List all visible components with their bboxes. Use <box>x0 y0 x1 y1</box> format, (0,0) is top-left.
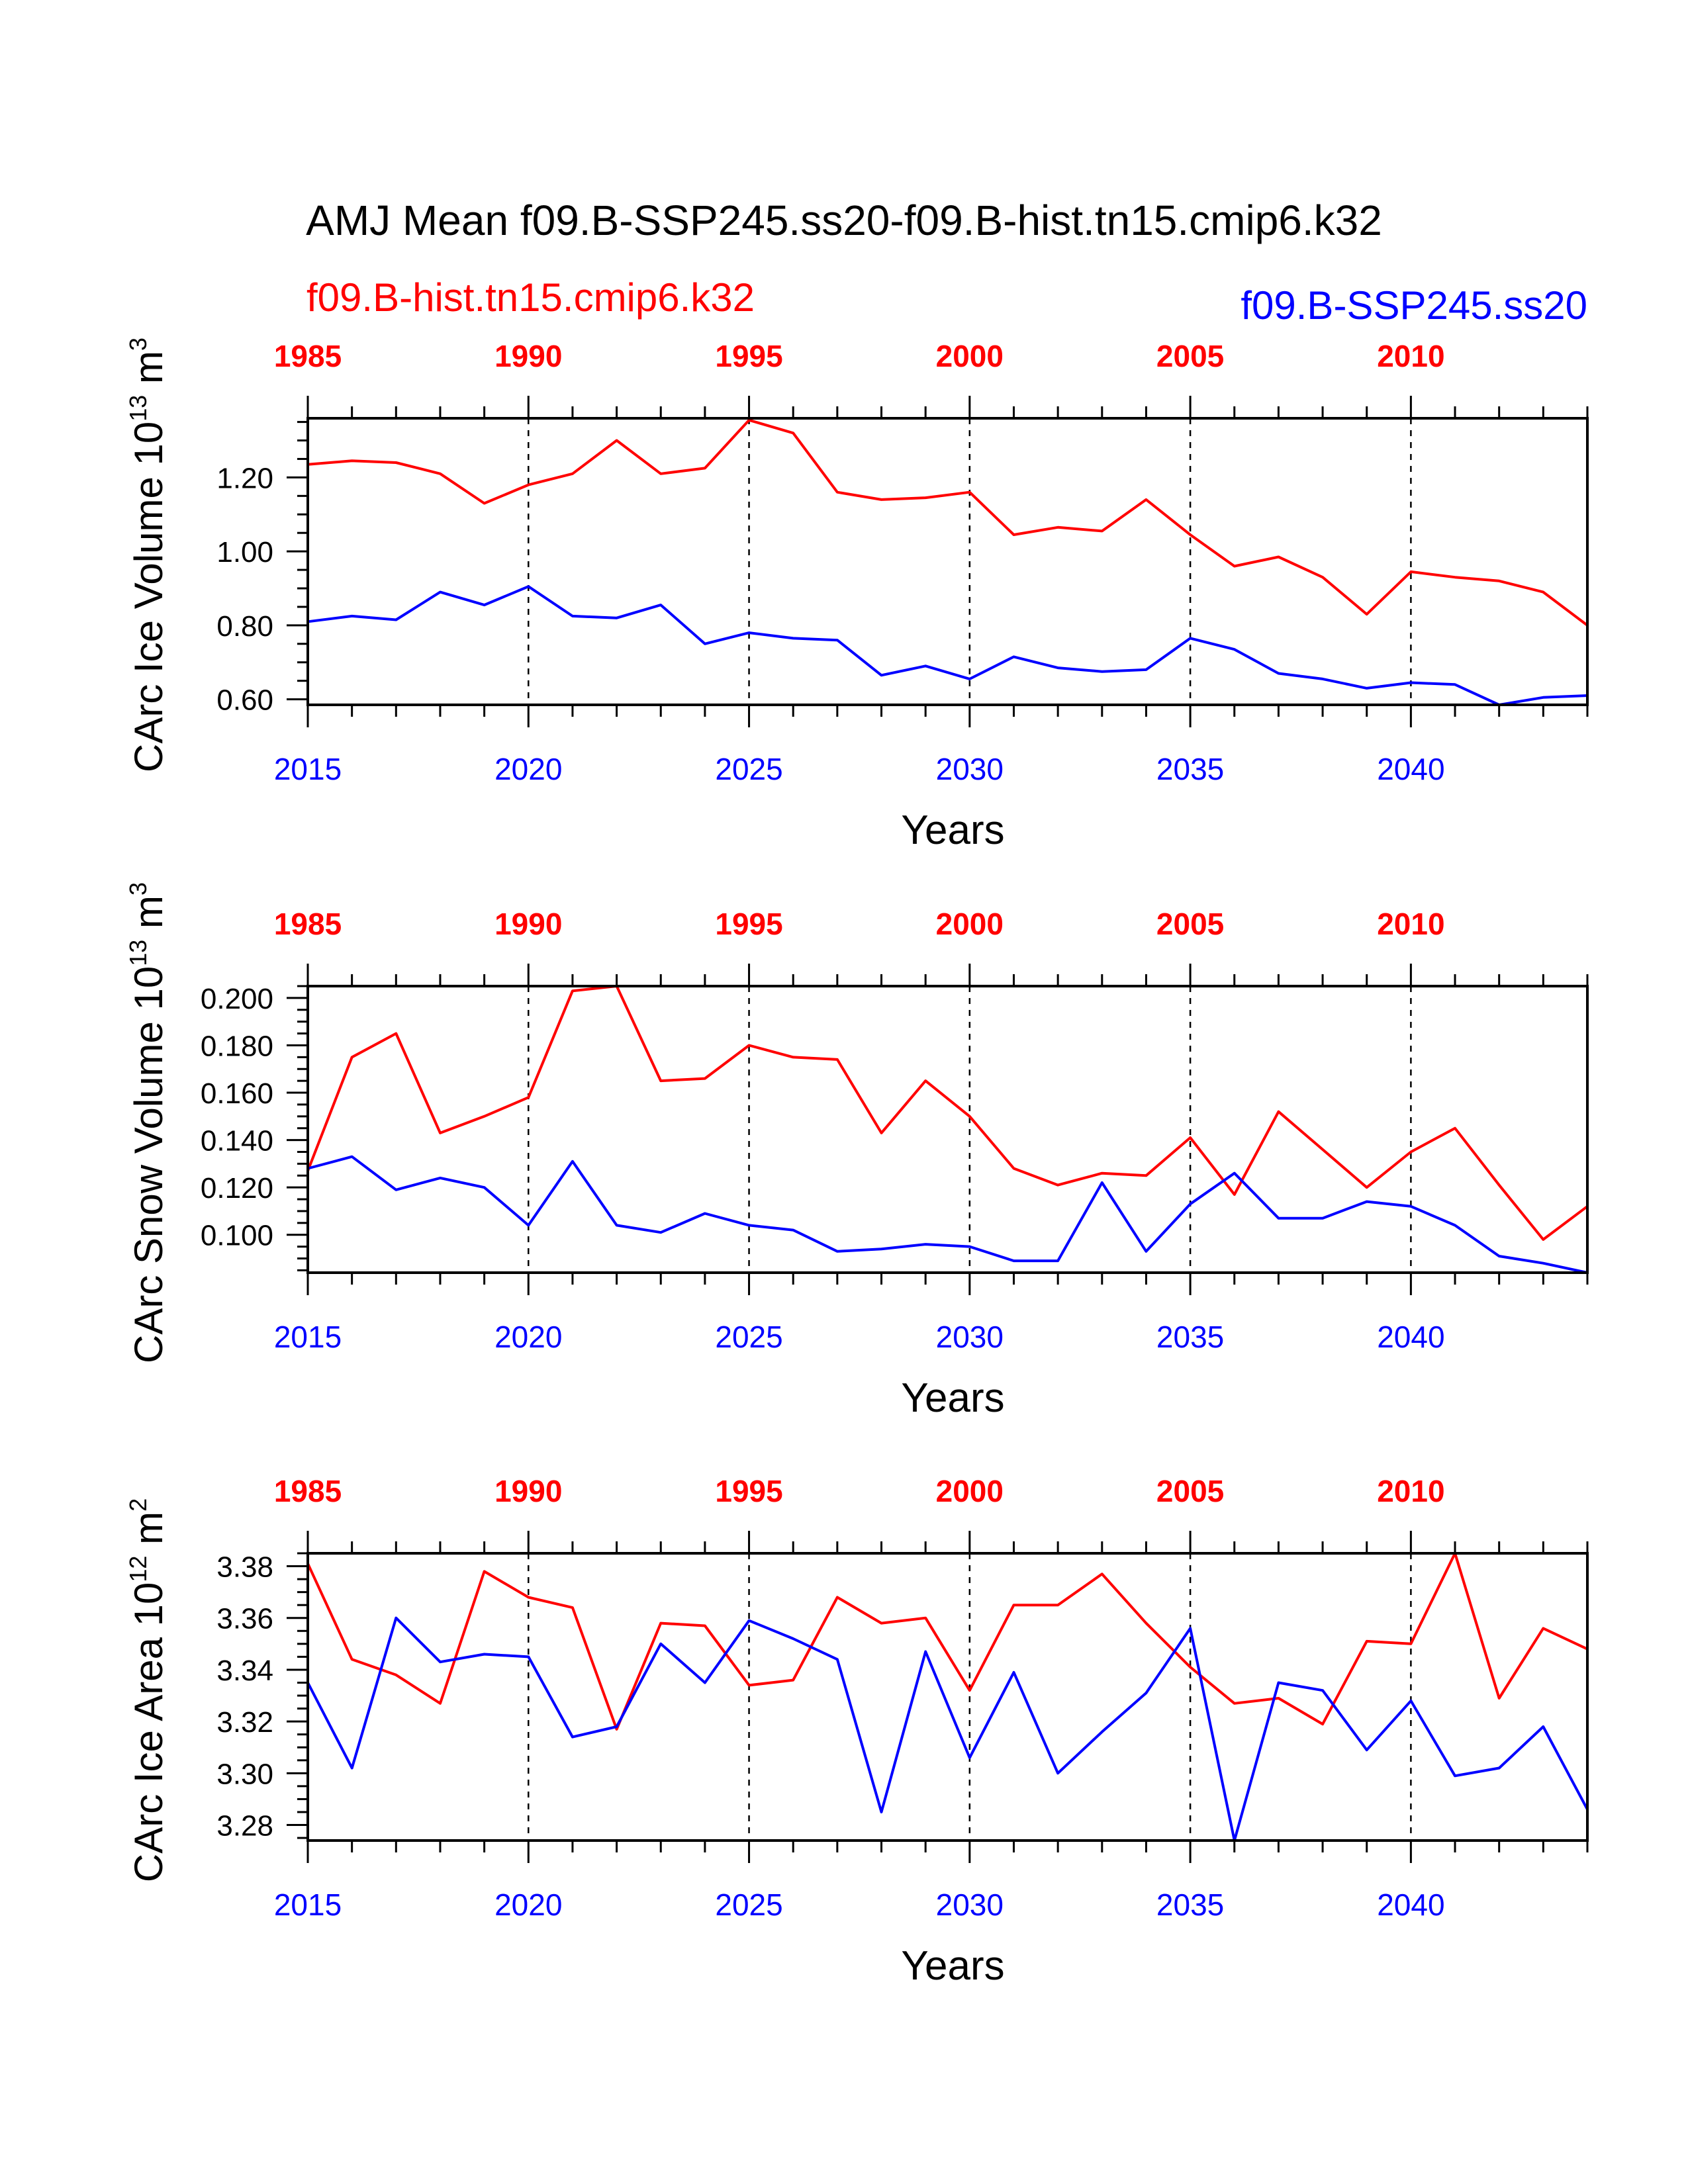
y-tick-label: 0.100 <box>201 1220 273 1252</box>
bottom-tick-label: 2025 <box>715 1320 782 1354</box>
y-axis-title-part: CArc Ice Volume 10 <box>126 422 171 772</box>
series-line-ssp <box>307 1155 1588 1274</box>
top-tick-label: 2010 <box>1377 1474 1444 1508</box>
top-tick-label: 2010 <box>1377 339 1444 373</box>
top-tick-label: 2005 <box>1156 339 1224 373</box>
top-tick-label: 2005 <box>1156 1474 1224 1508</box>
panel-1: 1985 1990 1995 2000 2005 2010 2015 2020 2025 2030… <box>124 338 1589 853</box>
y-tick-label: 3.30 <box>216 1758 273 1790</box>
plot-frame <box>306 985 1589 1274</box>
bottom-tick-label: 2040 <box>1377 1320 1444 1354</box>
bottom-tick-label: 2020 <box>494 1888 562 1922</box>
top-tick-label: 2005 <box>1156 907 1224 941</box>
y-axis-title: CArc Ice Area 1012 m2 <box>124 1498 171 1882</box>
y-axis-title-part: 2 <box>124 1498 152 1512</box>
top-tick-label: 2000 <box>936 907 1004 941</box>
y-tick-label: 3.34 <box>216 1655 273 1687</box>
y-axis-title: CArc Snow Volume 1013 m3 <box>124 882 171 1363</box>
y-axis-title-part: 3 <box>124 882 152 895</box>
bottom-tick-label: 2040 <box>1377 1888 1444 1922</box>
y-tick-label: 0.180 <box>201 1030 273 1062</box>
x-axis-title: Years <box>901 807 1004 853</box>
y-axis-title: CArc Ice Volume 1013 m3 <box>124 338 171 772</box>
y-tick-label: 1.20 <box>216 462 273 494</box>
bottom-tick-label: 2015 <box>274 1888 342 1922</box>
legend-ssp-label: f09.B-SSP245.ss20 <box>1241 283 1587 328</box>
y-axis-title-part: 13 <box>124 395 152 422</box>
series-line-ssp <box>306 1616 1589 1842</box>
top-tick-label: 1995 <box>715 339 782 373</box>
y-axis-title-part: 13 <box>124 940 152 966</box>
bottom-tick-label: 2025 <box>715 752 782 786</box>
y-tick-label: 0.160 <box>201 1077 273 1110</box>
plot-frame <box>306 417 1589 706</box>
series-line-hist <box>306 985 1589 1241</box>
plot-frame <box>306 1552 1589 1842</box>
bottom-tick-label: 2015 <box>274 752 342 786</box>
y-tick-label: 3.32 <box>216 1706 273 1739</box>
x-axis-title: Years <box>901 1943 1004 1989</box>
bottom-tick-label: 2035 <box>1156 752 1224 786</box>
bottom-tick-label: 2030 <box>936 752 1004 786</box>
y-tick-label: 0.120 <box>201 1172 273 1205</box>
top-tick-label: 1985 <box>274 339 342 373</box>
y-tick-label: 0.60 <box>216 684 273 717</box>
top-tick-label: 2000 <box>936 339 1004 373</box>
y-tick-label: 0.200 <box>201 983 273 1015</box>
y-tick-label: 3.38 <box>216 1551 273 1584</box>
top-tick-label: 1990 <box>494 907 562 941</box>
bottom-tick-label: 2040 <box>1377 752 1444 786</box>
y-axis-title-part: m <box>126 895 171 940</box>
y-axis-title-part: CArc Snow Volume 10 <box>126 966 171 1363</box>
top-tick-label: 1995 <box>715 1474 782 1508</box>
series-line-hist <box>306 1552 1588 1731</box>
y-tick-label: 3.28 <box>216 1810 273 1843</box>
top-tick-label: 1995 <box>715 907 782 941</box>
y-axis-title-part: 12 <box>124 1556 152 1582</box>
top-tick-label: 1990 <box>494 1474 562 1508</box>
y-tick-label: 0.80 <box>216 610 273 643</box>
top-tick-label: 1985 <box>274 1474 342 1508</box>
y-axis-title-part: 3 <box>124 338 152 351</box>
top-tick-label: 1990 <box>494 339 562 373</box>
y-tick-label: 3.36 <box>216 1603 273 1635</box>
bottom-tick-label: 2025 <box>715 1888 782 1922</box>
legend-hist-label: f09.B-hist.tn15.cmip6.k32 <box>306 275 755 320</box>
top-tick-label: 1985 <box>274 907 342 941</box>
chart-panels: 1985 1990 1995 2000 2005 2010 2015 2020 2025 2030… <box>124 338 1589 1989</box>
y-axis-title-part: m <box>126 351 171 395</box>
y-tick-label: 0.140 <box>201 1125 273 1158</box>
bottom-tick-label: 2015 <box>274 1320 342 1354</box>
chart-title: AMJ Mean f09.B-SSP245.ss20-f09.B-hist.tn… <box>306 197 1382 244</box>
top-tick-label: 2000 <box>936 1474 1004 1508</box>
series-line-ssp <box>307 585 1588 706</box>
bottom-tick-label: 2020 <box>494 1320 562 1354</box>
bottom-tick-label: 2035 <box>1156 1320 1224 1354</box>
panel-3: 1985 1990 1995 2000 2005 2010 2015 2020 2025 2030… <box>124 1474 1589 1989</box>
series-line-hist <box>307 418 1589 627</box>
bottom-tick-label: 2030 <box>936 1888 1004 1922</box>
bottom-tick-label: 2020 <box>494 752 562 786</box>
top-tick-label: 2010 <box>1377 907 1444 941</box>
y-tick-label: 1.00 <box>216 536 273 569</box>
bottom-tick-label: 2030 <box>936 1320 1004 1354</box>
panel-2: 1985 1990 1995 2000 2005 2010 2015 2020 2025 2030… <box>124 882 1589 1421</box>
y-axis-title-part: CArc Ice Area 10 <box>126 1582 171 1883</box>
bottom-tick-label: 2035 <box>1156 1888 1224 1922</box>
x-axis-title: Years <box>901 1375 1004 1421</box>
y-axis-title-part: m <box>126 1512 171 1556</box>
